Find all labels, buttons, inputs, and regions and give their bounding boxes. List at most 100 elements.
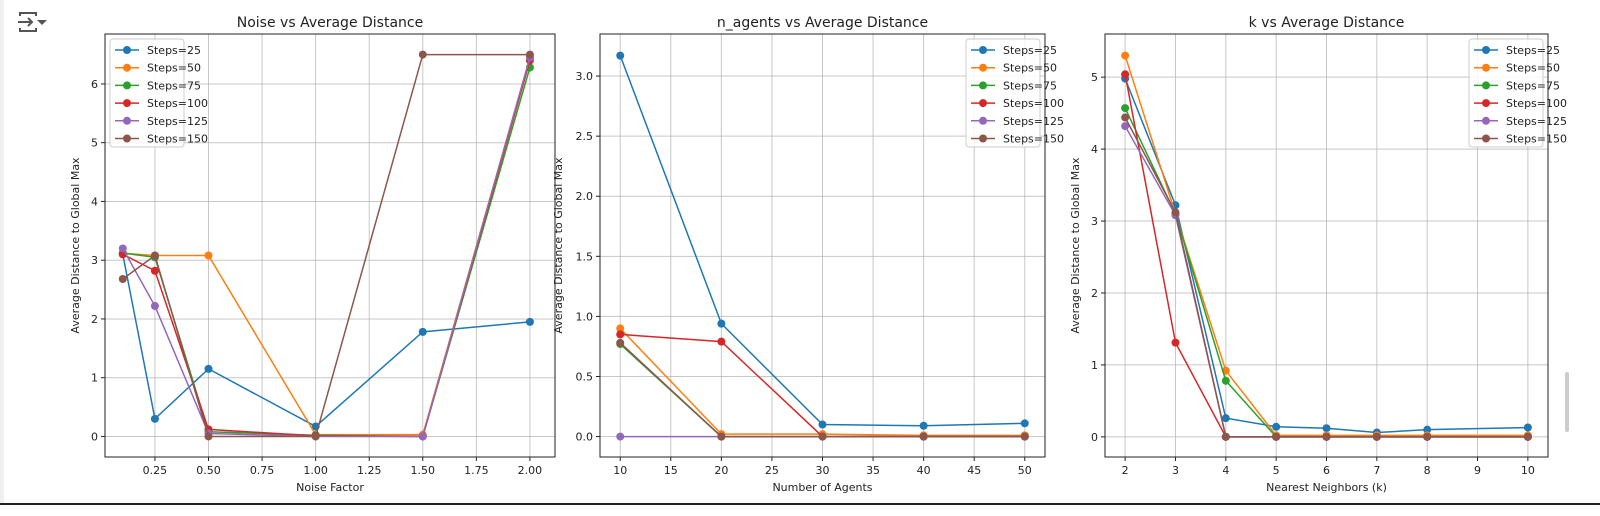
data-point <box>919 432 928 441</box>
legend-label: Steps=100 <box>1506 97 1567 110</box>
legend-marker <box>123 99 131 108</box>
legend-marker <box>1482 99 1490 108</box>
legend-label: Steps=100 <box>147 97 208 110</box>
legend-marker <box>1482 134 1490 143</box>
data-point <box>616 338 625 347</box>
legend-label: Steps=75 <box>1003 79 1057 92</box>
series-line <box>122 53 530 438</box>
scrollbar[interactable] <box>1565 372 1569 432</box>
chart-title: k vs Average Distance <box>1249 15 1405 31</box>
legend-marker <box>123 134 131 143</box>
data-point <box>818 420 827 429</box>
data-point <box>525 317 534 326</box>
series-line <box>122 57 531 438</box>
y-tick-label: 1.0 <box>576 310 594 323</box>
data-point <box>525 50 534 59</box>
data-point <box>717 319 726 328</box>
data-point <box>150 414 159 423</box>
axes-frame <box>1104 33 1549 458</box>
legend-label: Steps=25 <box>1003 44 1057 57</box>
series-steps-150 <box>118 50 534 441</box>
legend-marker <box>1482 63 1490 72</box>
x-tick-label: 1.00 <box>303 464 328 477</box>
y-tick-label: 1.5 <box>576 250 594 263</box>
series-line <box>122 254 530 428</box>
legend-label: Steps=100 <box>1003 97 1064 110</box>
y-tick-label: 3 <box>91 254 98 267</box>
y-tick-label: 0 <box>1091 431 1098 444</box>
x-tick-label: 45 <box>967 464 981 477</box>
data-point <box>1121 104 1130 113</box>
data-point <box>1171 208 1180 217</box>
y-tick-label: 6 <box>91 78 98 91</box>
series-steps-150 <box>1121 113 1532 441</box>
data-point <box>1121 113 1130 122</box>
legend-marker <box>123 63 131 72</box>
x-tick-label: 10 <box>613 464 627 477</box>
y-tick-label: 2 <box>91 313 98 326</box>
data-point <box>1121 122 1130 131</box>
legend-marker <box>1482 46 1490 54</box>
legend-label: Steps=25 <box>1506 44 1560 57</box>
x-tick-label: 9 <box>1474 464 1481 477</box>
data-point <box>1272 432 1281 441</box>
x-tick-label: 1.75 <box>464 464 489 477</box>
x-tick-label: 4 <box>1222 464 1229 477</box>
data-point <box>1423 432 1432 441</box>
x-tick-label: 2.00 <box>518 464 543 477</box>
axes-frame <box>104 33 556 458</box>
data-point <box>1221 376 1230 385</box>
data-point <box>204 432 213 441</box>
x-tick-label: 30 <box>816 464 830 477</box>
legend-label: Steps=125 <box>1003 115 1064 128</box>
x-tick-label: 7 <box>1373 464 1380 477</box>
y-axis-label: Average Distance to Global Max <box>552 157 565 334</box>
x-tick-label: 50 <box>1018 464 1032 477</box>
data-point <box>1121 70 1130 79</box>
legend-marker <box>979 116 987 125</box>
legend-label: Steps=25 <box>147 44 201 57</box>
chart-2: 10 15 20 25 30 35 40 45 50 0.0 0.5 1.0 1.5 2.0 2.5 3.0 n… <box>552 15 1064 494</box>
y-axis-label: Average Distance to Global Max <box>69 157 82 334</box>
legend-label: Steps=50 <box>1506 62 1560 75</box>
output-collapse-icon[interactable] <box>14 8 50 36</box>
legend-label: Steps=150 <box>147 133 208 146</box>
data-point <box>1523 432 1532 441</box>
x-axis-label: Nearest Neighbors (k) <box>1266 481 1387 494</box>
data-point <box>1121 51 1130 60</box>
data-point <box>150 302 159 311</box>
data-point <box>1221 414 1230 423</box>
legend-marker <box>1482 116 1490 125</box>
legend-marker <box>979 134 987 143</box>
data-point <box>616 51 625 60</box>
x-tick-label: 6 <box>1323 464 1330 477</box>
y-tick-label: 2.0 <box>576 190 594 203</box>
legend-marker <box>1482 81 1490 90</box>
series-line <box>1124 117 1528 438</box>
legend-label: Steps=150 <box>1003 133 1064 146</box>
data-point <box>150 251 159 260</box>
data-point <box>919 421 928 430</box>
chart-3: 2 3 4 5 6 7 8 9 10 0 1 2 3 4 5 k vs Average Distance Nea… <box>1069 15 1567 494</box>
legend-label: Steps=50 <box>1003 62 1057 75</box>
x-tick-label: 0.25 <box>143 464 168 477</box>
y-tick-label: 1 <box>1091 359 1098 372</box>
legend-label: Steps=125 <box>147 115 208 128</box>
x-axis-label: Number of Agents <box>772 481 872 494</box>
data-point <box>1523 423 1532 432</box>
x-tick-label: 15 <box>664 464 678 477</box>
x-tick-label: 0.50 <box>196 464 221 477</box>
data-point <box>418 50 427 59</box>
chart-title: Noise vs Average Distance <box>237 15 423 31</box>
legend-label: Steps=75 <box>1506 79 1560 92</box>
legend: Steps=25 Steps=50 Steps=75 Steps=100 Steps=1… <box>109 38 208 148</box>
legend-marker <box>123 46 131 54</box>
x-tick-label: 5 <box>1273 464 1280 477</box>
x-tick-label: 0.75 <box>250 464 275 477</box>
y-tick-label: 0 <box>91 430 98 443</box>
legend: Steps=25 Steps=50 Steps=75 Steps=100 Steps=1… <box>965 38 1064 148</box>
y-tick-label: 1 <box>91 372 98 385</box>
y-tick-label: 3 <box>1091 215 1098 228</box>
legend-marker <box>979 46 987 54</box>
